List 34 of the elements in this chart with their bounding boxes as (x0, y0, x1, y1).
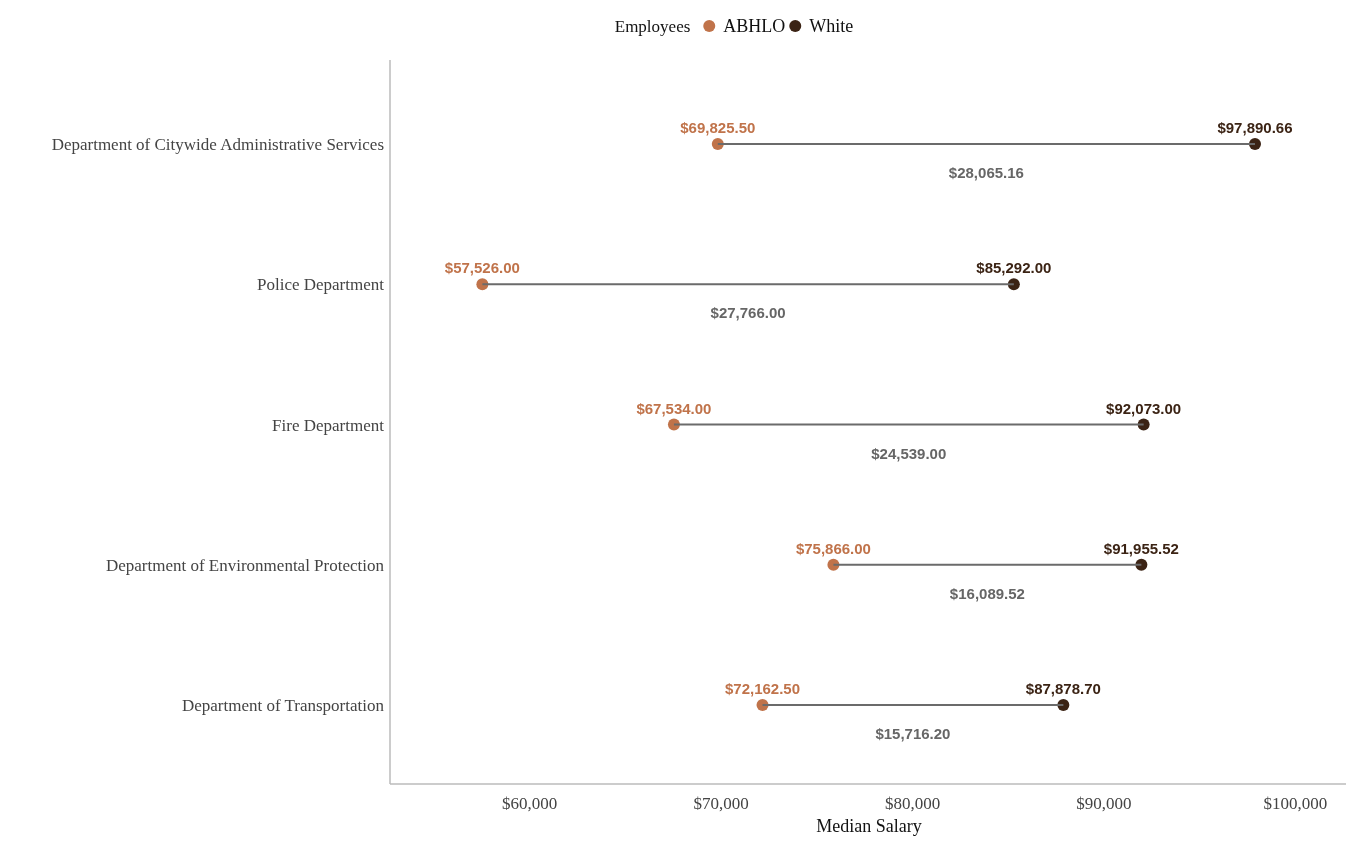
legend-title: Employees (614, 17, 691, 36)
annotation: $16,089.52 (949, 584, 1025, 602)
data-label: $67,534.00 (636, 399, 712, 417)
x-tick-label: $60,000 (502, 794, 558, 813)
annotation: $28,065.16 (948, 164, 1024, 181)
data-label: $92,073.00 (1106, 399, 1182, 417)
data-label: $69,825.50 (680, 119, 756, 136)
data-label: $85,292.00 (976, 259, 1052, 277)
y-tick-label: Fire Department (272, 415, 385, 435)
x-axis-title: Median Salary (816, 816, 922, 836)
bar (482, 283, 1014, 286)
data-label: $87,878.70 (1025, 680, 1101, 697)
bar (833, 563, 1142, 566)
annotation: $27,766.00 (710, 304, 786, 322)
legend-label: White (809, 16, 854, 36)
bar (717, 143, 1255, 145)
y-tick-label: Department of Transportation (181, 696, 385, 715)
bar (673, 423, 1144, 426)
data-label: $57,526.00 (444, 259, 520, 277)
data-label: $75,866.00 (795, 539, 871, 557)
y-tick-label: Police Department (257, 275, 385, 295)
x-tick-label: $70,000 (693, 794, 749, 813)
annotation: $24,539.00 (871, 444, 947, 462)
annotation: $15,716.20 (875, 725, 951, 742)
data-label: $91,955.52 (1103, 539, 1179, 557)
x-tick-label: $80,000 (884, 794, 941, 813)
x-tick-label: $90,000 (1076, 794, 1132, 813)
x-tick-label: $100,000 (1263, 794, 1328, 813)
y-tick-label: Department of Environmental Protection (105, 555, 385, 575)
data-label: $97,890.66 (1217, 119, 1293, 136)
legend-label: ABHLO (723, 16, 786, 36)
y-tick-label: Department of Citywide Administrative Services (51, 135, 384, 154)
data-label: $72,162.50 (724, 680, 801, 697)
bar (762, 704, 1064, 706)
